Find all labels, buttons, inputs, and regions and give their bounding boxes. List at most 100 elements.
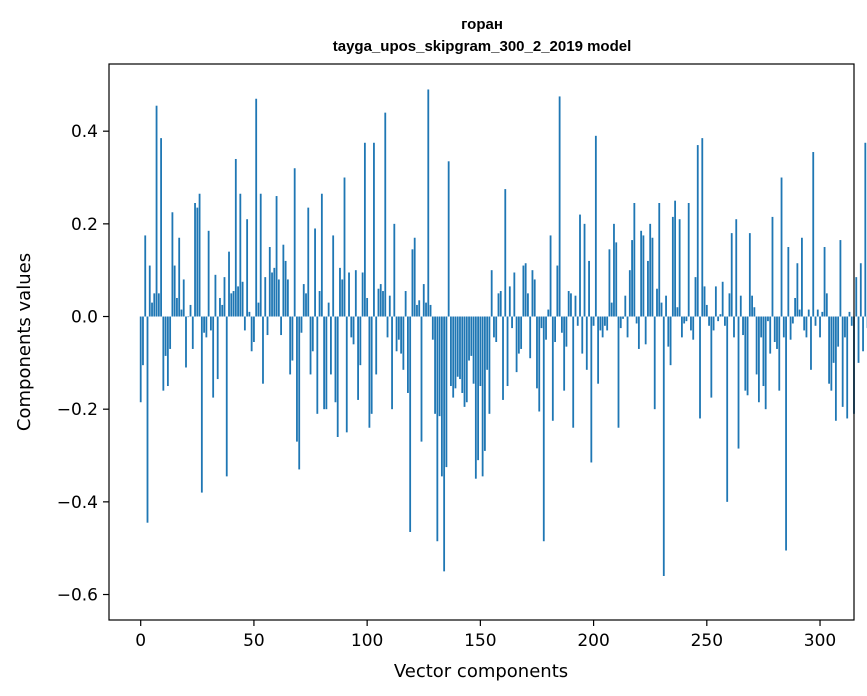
bar-component-160 — [502, 316, 504, 400]
bar-component-250 — [705, 304, 708, 317]
bar-component-120 — [411, 249, 414, 317]
bar-component-181 — [549, 235, 552, 317]
bar-component-244 — [692, 316, 695, 340]
bar-component-91 — [345, 316, 348, 433]
bar-component-188 — [565, 316, 568, 347]
bar-component-20 — [185, 316, 187, 368]
bar-component-80 — [320, 193, 323, 317]
bar-component-76 — [311, 316, 314, 352]
bar-component-216 — [628, 270, 631, 317]
bar-component-285 — [785, 316, 787, 551]
bar-component-60 — [275, 196, 278, 317]
bar-component-259 — [726, 316, 729, 502]
bar-component-0 — [139, 316, 142, 403]
bar-component-30 — [207, 230, 210, 317]
bar-component-126 — [425, 302, 427, 317]
bar-component-94 — [352, 316, 355, 345]
bar-component-13 — [169, 316, 172, 349]
bar-component-251 — [708, 316, 710, 326]
bar-component-306 — [832, 316, 835, 363]
bar-component-257 — [721, 281, 724, 317]
bar-component-17 — [178, 237, 181, 317]
bar-component-102 — [370, 316, 373, 414]
bar-component-153 — [486, 316, 489, 370]
bar-component-305 — [830, 316, 833, 391]
bar-component-70 — [298, 316, 301, 470]
bar-component-52 — [257, 302, 260, 317]
bar-component-83 — [327, 302, 330, 317]
bar-component-246 — [696, 145, 699, 317]
bar-component-147 — [472, 316, 475, 384]
bar-component-245 — [694, 277, 697, 317]
bar-component-266 — [742, 316, 744, 336]
bar-component-118 — [407, 316, 409, 393]
bar-component-187 — [563, 316, 566, 391]
bar-component-56 — [266, 316, 269, 336]
bar-component-146 — [470, 316, 473, 356]
x-tick-label: 50 — [243, 631, 265, 651]
bar-component-234 — [669, 316, 672, 366]
bar-component-237 — [676, 307, 679, 317]
bar-component-130 — [434, 316, 436, 414]
bar-component-165 — [513, 272, 516, 317]
bar-component-78 — [316, 316, 319, 414]
bar-component-269 — [748, 233, 751, 317]
bar-component-163 — [508, 286, 511, 317]
bar-component-167 — [517, 316, 520, 354]
bar-component-303 — [825, 293, 828, 317]
bar-component-82 — [325, 316, 328, 410]
bar-component-28 — [203, 316, 206, 333]
bar-component-79 — [318, 291, 321, 317]
bar-component-157 — [495, 316, 498, 342]
bar-component-26 — [198, 193, 201, 317]
bar-component-189 — [567, 291, 570, 317]
x-axis-label: Vector components — [394, 661, 568, 682]
bar-component-21 — [187, 316, 190, 318]
bar-component-171 — [527, 293, 529, 317]
bar-component-38 — [225, 316, 228, 477]
bar-component-4 — [148, 265, 151, 317]
bar-component-294 — [805, 316, 808, 338]
bar-component-212 — [619, 316, 622, 329]
bar-component-104 — [375, 316, 378, 375]
bar-component-279 — [771, 216, 774, 317]
bar-component-49 — [250, 316, 253, 352]
bar-component-97 — [359, 316, 362, 366]
bar-component-263 — [735, 219, 738, 317]
bar-component-1 — [142, 316, 144, 366]
bar-component-75 — [309, 316, 312, 375]
bar-component-235 — [671, 216, 674, 317]
bar-component-86 — [334, 316, 337, 403]
y-axis-ticks: −0.6 −0.4 −0.2 0.0 0.2 0.4 — [57, 122, 109, 606]
bar-component-42 — [234, 158, 237, 317]
bar-component-64 — [284, 260, 287, 317]
bar-component-217 — [631, 240, 633, 317]
bar-component-255 — [717, 316, 720, 322]
bar-component-284 — [782, 316, 785, 338]
bar-component-135 — [445, 316, 448, 468]
bar-component-54 — [262, 316, 264, 384]
bar-component-137 — [450, 316, 452, 387]
bar-component-132 — [438, 316, 441, 417]
bar-component-119 — [409, 316, 412, 532]
x-tick-label: 250 — [691, 631, 723, 651]
bar-component-208 — [610, 302, 613, 317]
bar-component-39 — [228, 251, 230, 317]
bar-component-148 — [474, 316, 477, 479]
bar-component-196 — [583, 223, 586, 317]
bar-component-6 — [153, 293, 156, 317]
bar-component-202 — [597, 316, 600, 384]
bar-component-273 — [757, 316, 760, 403]
bar-component-11 — [164, 316, 167, 356]
bar-component-8 — [157, 293, 160, 317]
chart-title-line-1: горан — [461, 16, 503, 33]
bar-component-249 — [703, 286, 706, 317]
bar-component-213 — [622, 316, 624, 319]
bar-component-197 — [585, 316, 588, 370]
bar-component-282 — [778, 316, 781, 391]
y-tick-label: 0.2 — [71, 215, 98, 235]
bar-component-51 — [255, 98, 258, 317]
bar-component-150 — [479, 316, 482, 387]
bar-component-162 — [506, 316, 509, 387]
